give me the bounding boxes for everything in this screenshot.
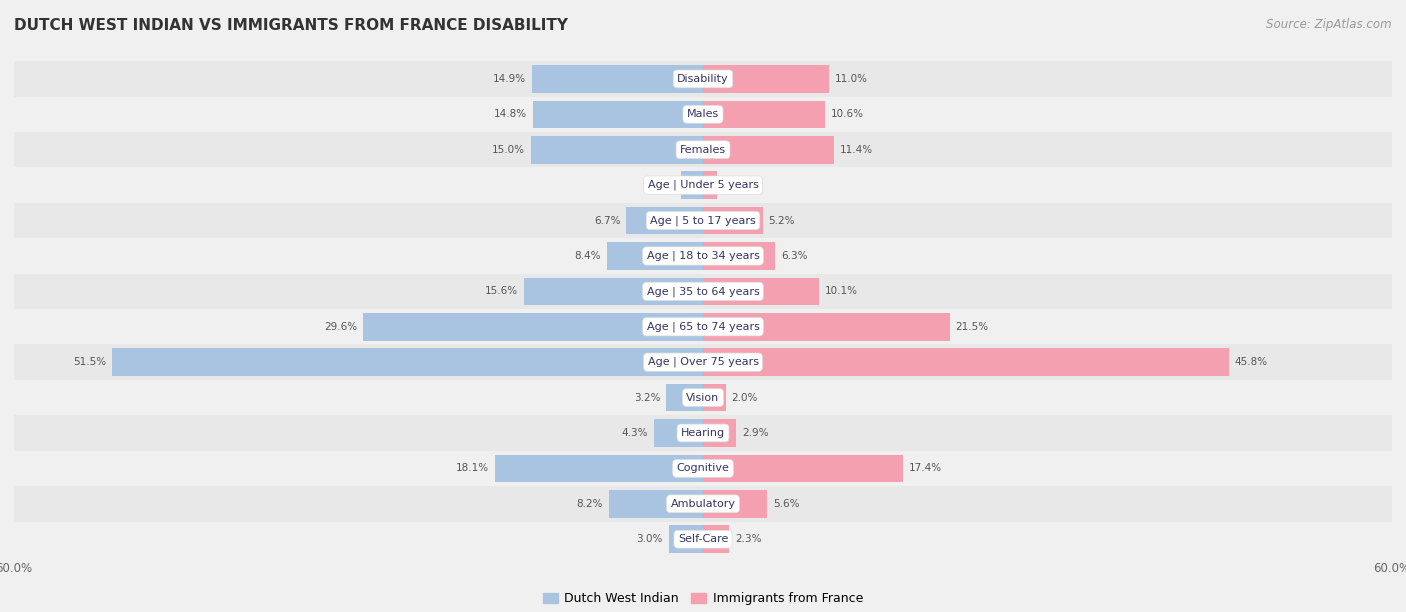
Bar (606, 242, 703, 270)
Text: 51.5%: 51.5% (73, 357, 105, 367)
Text: Hearing: Hearing (681, 428, 725, 438)
Text: 8.2%: 8.2% (576, 499, 603, 509)
Text: Age | Under 5 years: Age | Under 5 years (648, 180, 758, 190)
Bar (14, 450, 1392, 486)
Text: Age | 18 to 34 years: Age | 18 to 34 years (647, 251, 759, 261)
Bar (654, 419, 703, 447)
Text: 10.1%: 10.1% (825, 286, 858, 296)
Bar (703, 455, 903, 482)
Text: 45.8%: 45.8% (1234, 357, 1268, 367)
Bar (666, 384, 703, 411)
Bar (14, 309, 1392, 345)
Bar (363, 313, 703, 340)
Text: 3.2%: 3.2% (634, 392, 661, 403)
Text: Vision: Vision (686, 392, 720, 403)
Text: 14.8%: 14.8% (494, 110, 527, 119)
Bar (609, 490, 703, 518)
Bar (531, 136, 703, 163)
Bar (111, 348, 703, 376)
Text: 11.4%: 11.4% (839, 144, 873, 155)
Text: Age | 65 to 74 years: Age | 65 to 74 years (647, 321, 759, 332)
Text: Males: Males (688, 110, 718, 119)
Text: Cognitive: Cognitive (676, 463, 730, 474)
Text: 5.2%: 5.2% (769, 215, 794, 226)
Text: 11.0%: 11.0% (835, 74, 868, 84)
Bar (703, 100, 825, 128)
Bar (703, 242, 775, 270)
Text: Source: ZipAtlas.com: Source: ZipAtlas.com (1267, 18, 1392, 31)
Bar (669, 526, 703, 553)
Bar (533, 100, 703, 128)
Bar (495, 455, 703, 482)
Bar (703, 136, 834, 163)
Text: Age | 35 to 64 years: Age | 35 to 64 years (647, 286, 759, 297)
Bar (703, 278, 818, 305)
Text: 14.9%: 14.9% (494, 74, 526, 84)
Text: 2.3%: 2.3% (735, 534, 762, 544)
Text: 5.6%: 5.6% (773, 499, 800, 509)
Bar (703, 207, 762, 234)
Text: 6.7%: 6.7% (593, 215, 620, 226)
Text: 10.6%: 10.6% (831, 110, 863, 119)
Bar (703, 348, 1229, 376)
Text: Ambulatory: Ambulatory (671, 499, 735, 509)
Text: Females: Females (681, 144, 725, 155)
Bar (14, 168, 1392, 203)
Bar (14, 380, 1392, 416)
Bar (703, 384, 725, 411)
Text: 18.1%: 18.1% (457, 463, 489, 474)
Bar (703, 490, 768, 518)
Bar (703, 65, 830, 92)
Text: 15.6%: 15.6% (485, 286, 519, 296)
Text: 15.0%: 15.0% (492, 144, 524, 155)
Text: 21.5%: 21.5% (956, 322, 988, 332)
Text: DUTCH WEST INDIAN VS IMMIGRANTS FROM FRANCE DISABILITY: DUTCH WEST INDIAN VS IMMIGRANTS FROM FRA… (14, 18, 568, 34)
Bar (14, 97, 1392, 132)
Legend: Dutch West Indian, Immigrants from France: Dutch West Indian, Immigrants from Franc… (538, 587, 868, 610)
Bar (681, 171, 703, 199)
Bar (14, 61, 1392, 97)
Bar (703, 419, 737, 447)
Bar (14, 486, 1392, 521)
Bar (524, 278, 703, 305)
Text: 17.4%: 17.4% (908, 463, 942, 474)
Text: 29.6%: 29.6% (325, 322, 357, 332)
Text: Disability: Disability (678, 74, 728, 84)
Text: 2.0%: 2.0% (731, 392, 758, 403)
Bar (14, 203, 1392, 238)
Text: Age | Over 75 years: Age | Over 75 years (648, 357, 758, 367)
Text: 3.0%: 3.0% (637, 534, 662, 544)
Text: 4.3%: 4.3% (621, 428, 648, 438)
Bar (14, 238, 1392, 274)
Bar (703, 526, 730, 553)
Bar (703, 313, 950, 340)
Text: Self-Care: Self-Care (678, 534, 728, 544)
Bar (703, 171, 717, 199)
Bar (14, 274, 1392, 309)
Text: 6.3%: 6.3% (782, 251, 807, 261)
Bar (14, 416, 1392, 450)
Text: 2.9%: 2.9% (742, 428, 769, 438)
Bar (14, 521, 1392, 557)
Text: 8.4%: 8.4% (574, 251, 600, 261)
Bar (531, 65, 703, 92)
Bar (14, 132, 1392, 168)
Bar (14, 345, 1392, 380)
Text: Age | 5 to 17 years: Age | 5 to 17 years (650, 215, 756, 226)
Text: 1.9%: 1.9% (650, 180, 675, 190)
Bar (626, 207, 703, 234)
Text: 1.2%: 1.2% (723, 180, 749, 190)
